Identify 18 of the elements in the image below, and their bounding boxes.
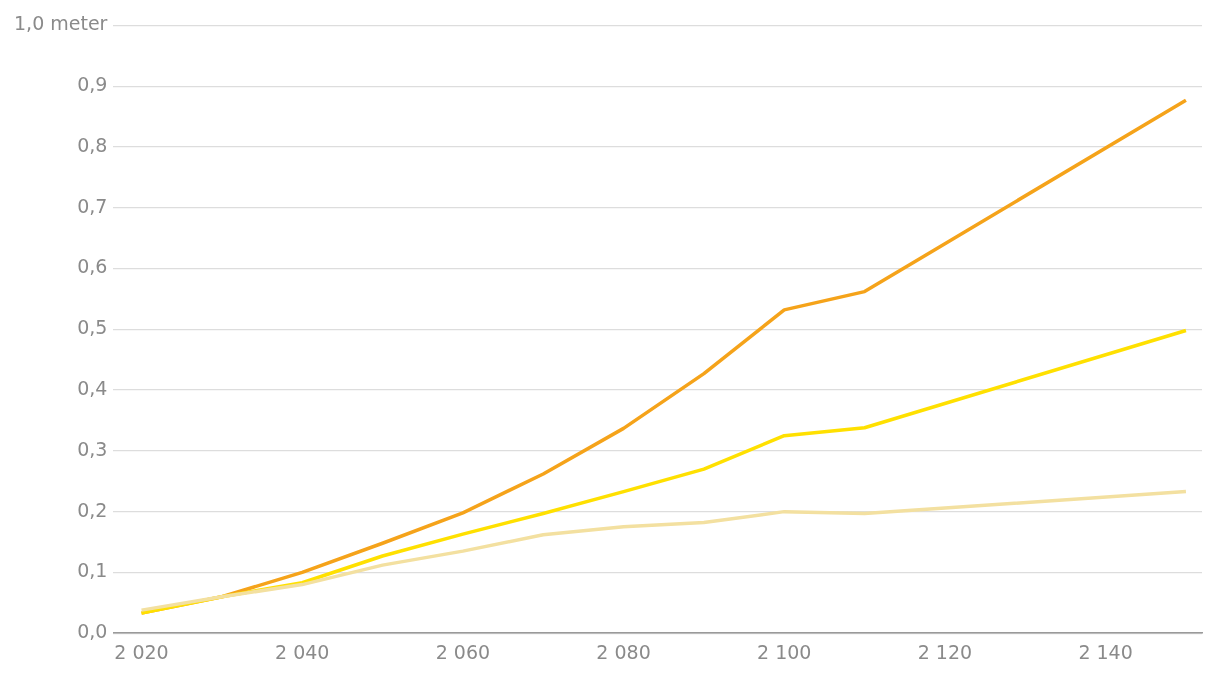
y-tick-label: 0,7 (77, 194, 108, 217)
y-tick-label: 0,0 (77, 620, 108, 643)
x-tick-label: 2 120 (917, 640, 973, 663)
x-tick-label: 2 140 (1078, 640, 1133, 663)
y-tick-label: 0,3 (77, 437, 108, 460)
x-tick-label: 2 020 (114, 640, 169, 663)
y-tick-label: 0,5 (77, 316, 108, 339)
x-tick-label: 2 040 (275, 640, 330, 663)
y-tick-label: 0,2 (77, 498, 108, 521)
y-tick-label: 0,9 (77, 73, 108, 96)
y-tick-label: 0,4 (77, 377, 108, 400)
y-tick-label: 1,0 meter (14, 12, 108, 35)
x-tick-label: 2 100 (757, 640, 812, 663)
y-tick-label: 0,6 (77, 255, 108, 278)
y-tick-label: 0,8 (77, 133, 108, 156)
y-tick-label: 0,1 (77, 559, 108, 582)
x-tick-label: 2 080 (596, 640, 651, 663)
x-tick-label: 2 060 (435, 640, 491, 663)
